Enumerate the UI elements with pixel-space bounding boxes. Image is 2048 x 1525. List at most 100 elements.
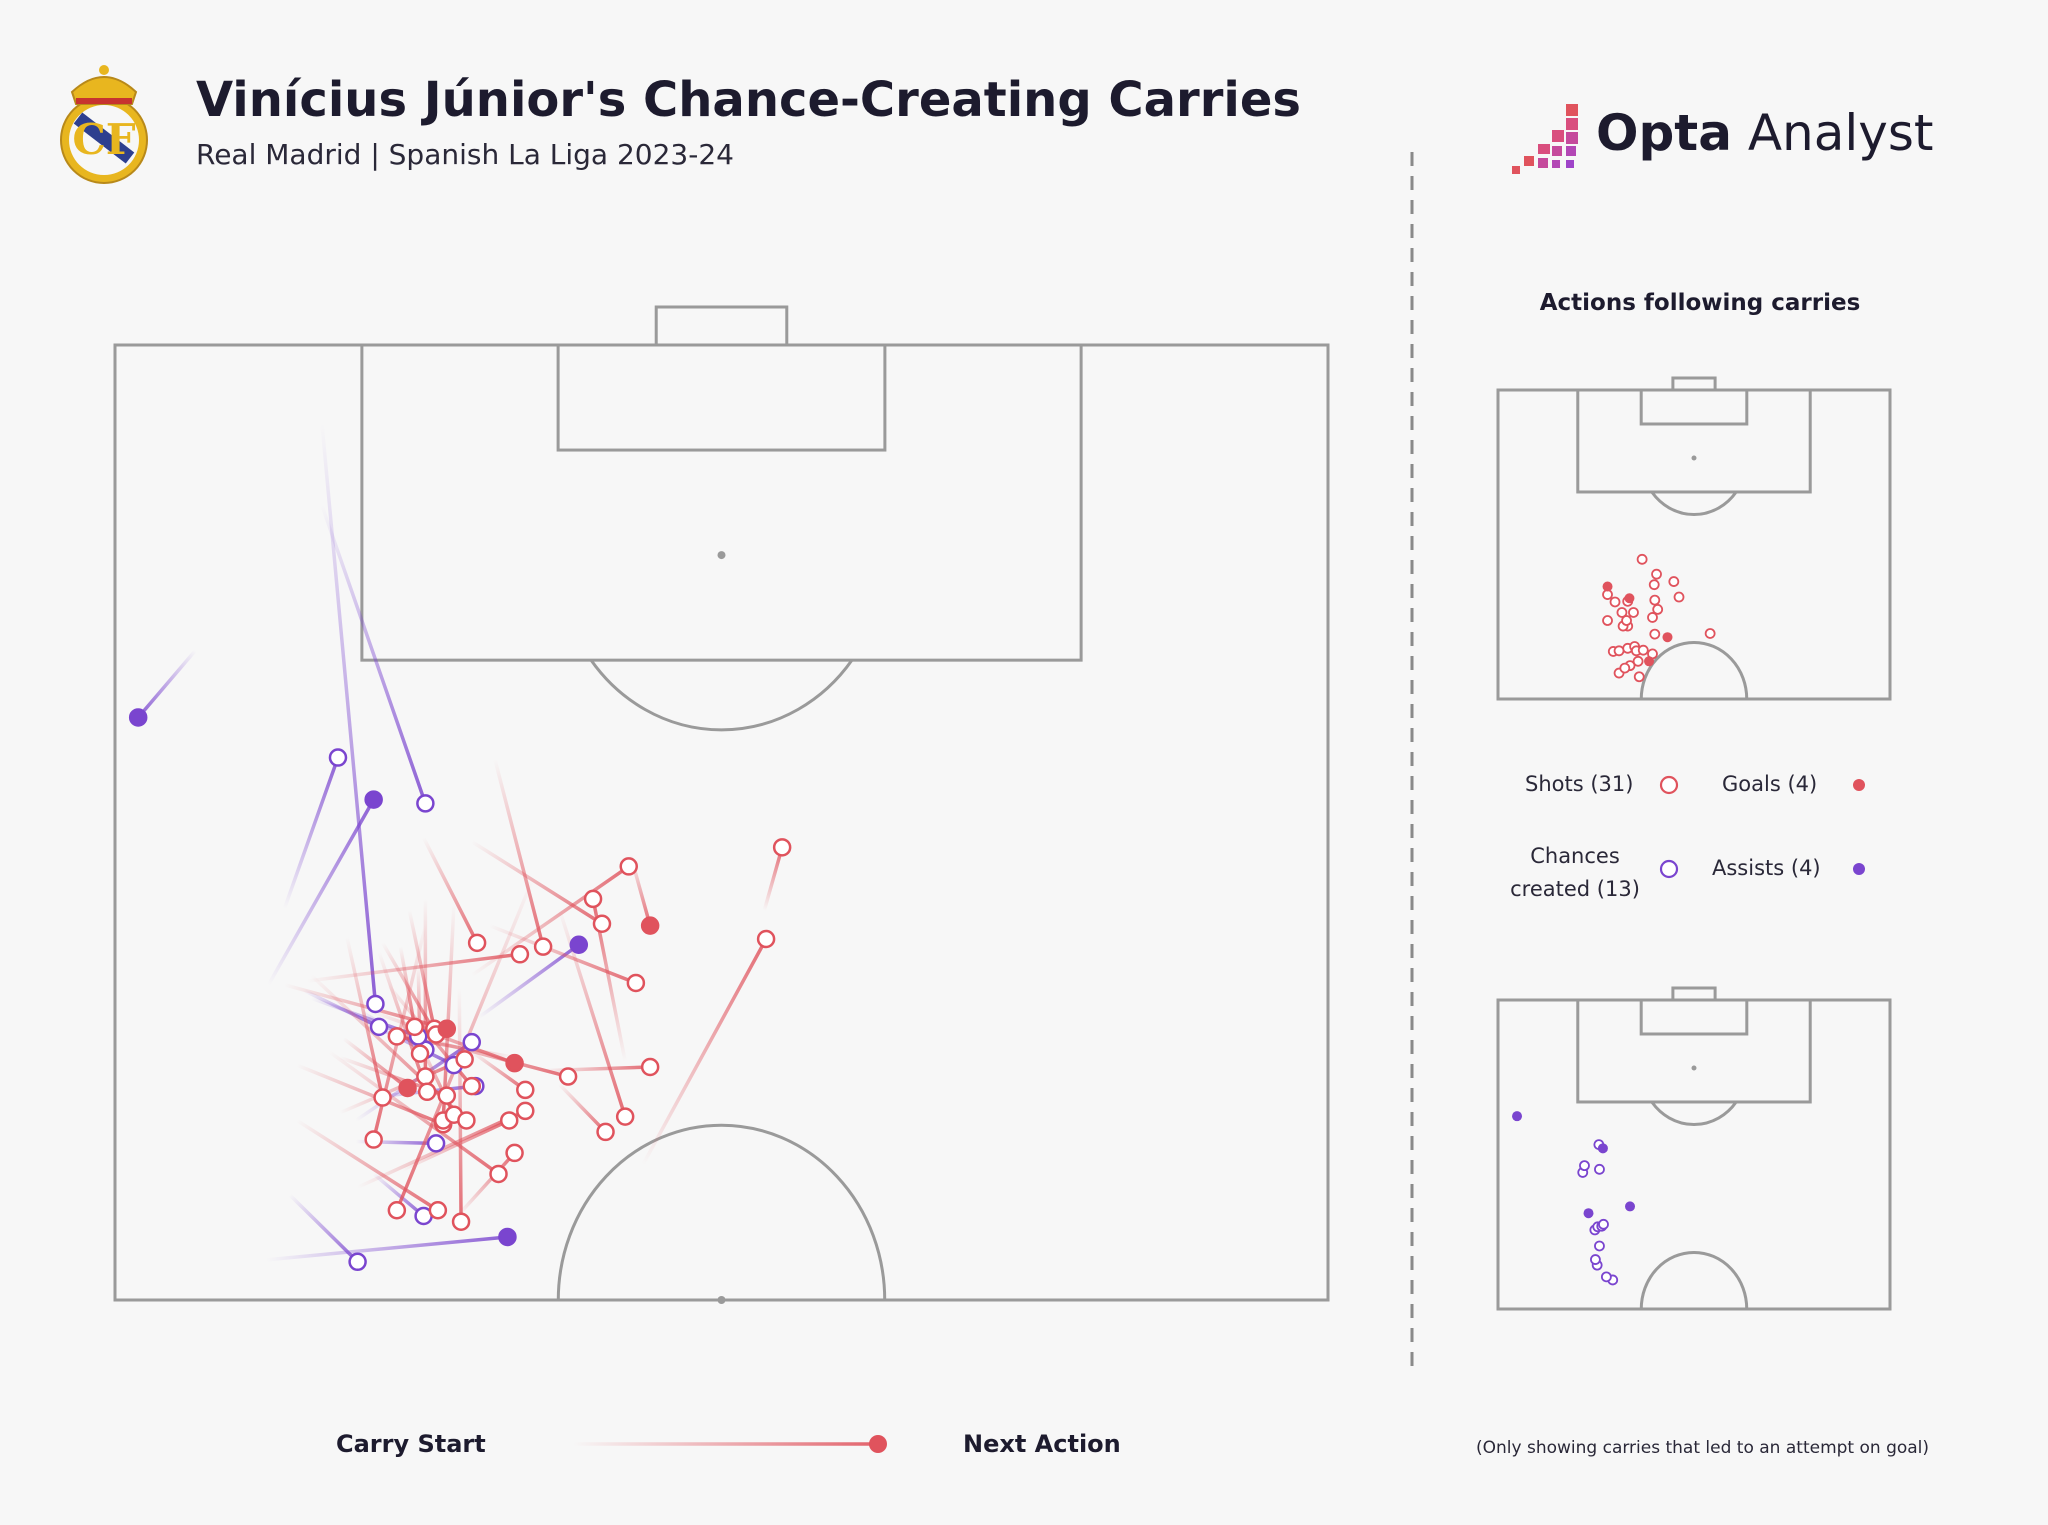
- mini-center-circle: [1639, 1251, 1749, 1310]
- shot-marker: [510, 945, 530, 964]
- carry-line: [441, 902, 456, 1123]
- shot-marker: [417, 1082, 437, 1102]
- goal-marker: [398, 1078, 417, 1098]
- mini-goal-marker: [1662, 632, 1673, 643]
- legend-assist-symbol: [1853, 863, 1865, 875]
- legend-shot-symbol: [1659, 775, 1679, 795]
- carry-line: [477, 942, 581, 1020]
- mini-goal: [1671, 986, 1717, 1002]
- carry-line: [539, 1065, 652, 1073]
- shot-marker: [592, 914, 612, 933]
- shot-marker: [410, 1044, 430, 1063]
- legend-assists: Assists (4): [1712, 856, 1821, 880]
- shot-marker: [364, 1130, 383, 1149]
- shot-marker: [455, 1050, 474, 1069]
- shot-marker: [615, 1107, 635, 1126]
- carry-line: [487, 923, 638, 985]
- mini-shot-marker: [1652, 603, 1664, 615]
- shot-marker: [387, 1200, 407, 1220]
- carry-line: [470, 839, 604, 926]
- assist-marker: [369, 1017, 389, 1037]
- shot-marker: [640, 1057, 660, 1077]
- assist-marker: [328, 748, 348, 767]
- assist-marker: [128, 708, 148, 727]
- legend-chances: Chances created (13): [1510, 844, 1640, 901]
- carry-line: [295, 1118, 440, 1212]
- assist-marker: [366, 994, 385, 1014]
- mini-center-circle: [1639, 641, 1749, 700]
- goal: [654, 305, 789, 347]
- carry-line: [327, 1049, 501, 1176]
- mini-shot-marker: [1637, 644, 1649, 656]
- mini-goal-marker: [1624, 593, 1635, 604]
- shot-marker: [489, 1164, 508, 1184]
- mini-shot-marker: [1621, 615, 1632, 626]
- carry-line: [341, 1036, 410, 1090]
- carry-line: [493, 757, 545, 949]
- shot-marker: [619, 857, 638, 876]
- mini-shot-marker: [1613, 645, 1625, 657]
- mini-shot-marker: [1628, 607, 1639, 618]
- mini-shot-markers: [1602, 553, 1716, 683]
- mini-shot-marker: [1633, 671, 1645, 683]
- mini-shot-marker: [1651, 568, 1662, 580]
- brand-opta: Opta: [1596, 104, 1732, 162]
- shot-marker: [462, 1076, 482, 1096]
- shot-marker: [516, 1080, 535, 1100]
- carry-line: [371, 1172, 426, 1218]
- carry-line: [407, 908, 437, 1031]
- shot-marker: [756, 929, 776, 949]
- side-panel-title: Actions following carries: [1539, 290, 1861, 316]
- assist-marker: [348, 1252, 367, 1272]
- carry-line: [457, 1151, 517, 1216]
- shot-marker: [457, 1111, 476, 1130]
- real-madrid-crest-icon: CF: [60, 65, 148, 184]
- mini-chance-marker: [1594, 1240, 1605, 1252]
- shot-marker: [499, 1111, 519, 1130]
- mini-penalty-box: [1576, 998, 1812, 1104]
- chart-title: Vinícius Júnior's Chance-Creating Carrie…: [196, 72, 1301, 128]
- carry-line: [264, 1235, 510, 1262]
- mini-shot-marker: [1602, 615, 1613, 626]
- next-action-markers: [128, 708, 792, 1272]
- mini-chance-marker: [1579, 1160, 1590, 1172]
- shot-marker: [533, 937, 553, 956]
- legend-goals: Goals (4): [1722, 772, 1818, 796]
- mini-penalty-arc: [1650, 1101, 1738, 1126]
- mini-shot-marker: [1636, 553, 1648, 565]
- shot-marker: [467, 933, 487, 953]
- carry-line: [305, 952, 522, 983]
- mini-shot-marker: [1648, 579, 1660, 591]
- mini-pitch-outline: [1496, 388, 1892, 701]
- legend-shots: Shots (31): [1525, 772, 1634, 796]
- assist-marker: [416, 794, 435, 813]
- shot-marker: [451, 1212, 471, 1231]
- mini-goal-marker: [1644, 656, 1655, 667]
- mini-penalty-box: [1576, 388, 1812, 494]
- carry-line: [762, 845, 784, 913]
- shot-marker: [583, 889, 603, 909]
- mini-shot-marker: [1609, 596, 1621, 608]
- mini-pitch-shots: [1496, 376, 1892, 701]
- mini-penalty-spot: [1691, 455, 1697, 461]
- shot-marker: [437, 1086, 457, 1105]
- mini-goal: [1671, 376, 1717, 392]
- mini-shot-marker: [1673, 591, 1685, 603]
- mini-chance-markers: [1512, 1111, 1636, 1286]
- goal-marker: [640, 916, 660, 935]
- mini-assist-marker: [1512, 1111, 1523, 1122]
- mini-assist-marker: [1597, 1143, 1608, 1154]
- mini-shot-marker: [1668, 576, 1680, 587]
- assist-marker: [364, 790, 383, 809]
- shot-marker: [626, 973, 646, 993]
- legend-chance-symbol: [1659, 859, 1679, 879]
- shot-marker: [373, 1088, 392, 1107]
- center-spot: [717, 1296, 726, 1304]
- shot-marker: [387, 1027, 407, 1046]
- shot-marker: [772, 838, 792, 857]
- shot-marker: [558, 1067, 578, 1086]
- goal-marker: [505, 1053, 524, 1073]
- footnote: (Only showing carries that led to an att…: [1476, 1438, 1930, 1458]
- mini-six-yard-box: [1639, 998, 1749, 1036]
